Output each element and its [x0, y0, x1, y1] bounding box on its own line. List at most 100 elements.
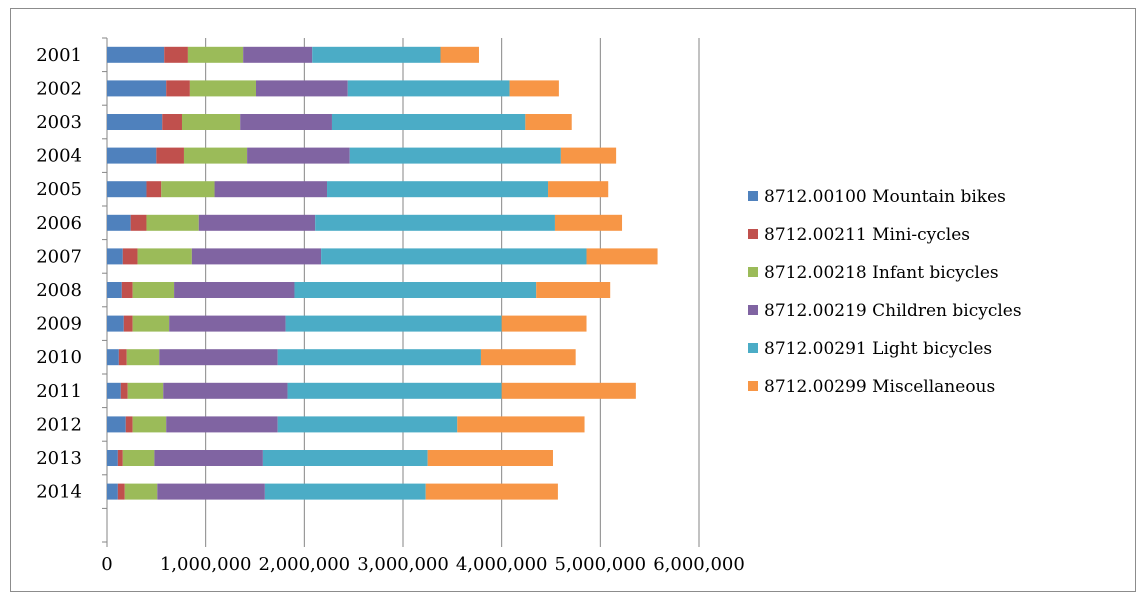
bar-segment — [427, 450, 553, 466]
bar-segment — [287, 382, 502, 399]
legend-label: 8712.00218 Infant bicycles — [764, 263, 999, 283]
x-tick-label: 5,000,000 — [555, 554, 647, 575]
bar-segment — [277, 349, 481, 366]
bar-segment — [174, 282, 295, 298]
bar-segment — [525, 114, 572, 130]
bar-segment — [198, 214, 316, 231]
bar-segment — [586, 248, 658, 265]
bar-segment — [107, 315, 124, 332]
bar-segment — [157, 483, 265, 500]
bar-segment — [107, 114, 163, 130]
bar-segment — [501, 382, 636, 399]
bar-segment — [312, 46, 441, 63]
y-tick-label: 2002 — [36, 78, 82, 99]
bar-segment — [264, 483, 426, 500]
bar-segment — [536, 282, 611, 298]
bar-segment — [425, 483, 558, 500]
bar-segment — [120, 382, 128, 399]
legend-swatch — [748, 191, 758, 201]
x-tick-label: 4,000,000 — [456, 554, 548, 575]
bar-segment — [262, 450, 428, 466]
bar-segment — [247, 147, 350, 164]
y-tick-label: 2007 — [36, 246, 82, 267]
bar-segment — [156, 147, 184, 164]
legend-label: 8712.00100 Mountain bikes — [764, 187, 1006, 207]
bar-segment — [107, 147, 157, 164]
bar-segment — [214, 181, 328, 198]
bar-segment — [294, 282, 537, 298]
bar-segment — [107, 46, 165, 63]
legend-label: 8712.00299 Miscellaneous — [764, 377, 995, 397]
bar-segment — [255, 80, 348, 97]
legend-label: 8712.00211 Mini-cycles — [764, 225, 970, 245]
bar-segment — [187, 46, 244, 63]
bar-segment — [123, 315, 133, 332]
bar-segment — [126, 349, 160, 366]
bar-segment — [146, 181, 162, 198]
bar-segment — [127, 382, 164, 399]
bar-segment — [181, 114, 241, 130]
bar-segment — [243, 46, 313, 63]
y-tick-label: 2014 — [36, 482, 82, 503]
bar-segment — [107, 214, 131, 231]
bar-segment — [124, 483, 158, 500]
legend-label: 8712.00291 Light bicycles — [764, 339, 992, 359]
y-tick-label: 2004 — [36, 146, 82, 167]
legend-swatch — [748, 267, 758, 277]
bar-segment — [117, 450, 123, 466]
bar-segment — [130, 214, 147, 231]
legend-swatch — [748, 381, 758, 391]
bar-segment — [122, 450, 155, 466]
bar-segment — [166, 80, 190, 97]
bar-segment — [169, 315, 286, 332]
x-tick-label: 6,000,000 — [653, 554, 745, 575]
bar-segment — [107, 248, 123, 265]
bar-segment — [125, 416, 133, 433]
bar-segment — [107, 80, 167, 97]
y-tick-label: 2011 — [36, 381, 82, 402]
bar-segment — [321, 248, 587, 265]
y-tick-label: 2010 — [36, 347, 82, 368]
bar-segment — [107, 416, 126, 433]
bar-segment — [118, 349, 127, 366]
bar-segment — [161, 181, 215, 198]
bar-segment — [191, 248, 322, 265]
legend-swatch — [748, 229, 758, 239]
bar-segment — [277, 416, 458, 433]
plot-area: 0 1,000,000 2,000,000 3,000,000 4,000,000 5,0… — [36, 37, 745, 575]
bar-segment — [146, 214, 199, 231]
y-tick-label: 2005 — [36, 179, 82, 200]
bar-segment — [480, 349, 576, 366]
x-tick-label: 0 — [101, 554, 112, 575]
bar-segment — [457, 416, 585, 433]
bar-segment — [548, 181, 609, 198]
bar-segment — [162, 114, 182, 130]
bar-segment — [121, 282, 133, 298]
bar-segment — [349, 147, 561, 164]
legend-swatch — [748, 305, 758, 315]
bar-segment — [163, 382, 288, 399]
x-tick-label: 2,000,000 — [259, 554, 351, 575]
bar-segment — [315, 214, 555, 231]
bar-segment — [117, 483, 125, 500]
y-tick-label: 2012 — [36, 414, 82, 435]
bar-segment — [554, 214, 623, 231]
bar-segment — [107, 382, 121, 399]
bar-segment — [159, 349, 278, 366]
bar-segment — [132, 282, 175, 298]
y-tick-label: 2001 — [36, 45, 82, 66]
bar-segment — [189, 80, 256, 97]
bar-segment — [107, 181, 147, 198]
bar-segment — [107, 349, 119, 366]
bar-segment — [132, 315, 170, 332]
y-tick-label: 2013 — [36, 448, 82, 469]
bar-segment — [560, 147, 617, 164]
y-tick-label: 2009 — [36, 314, 82, 335]
bar-segment — [107, 450, 118, 466]
bar-segment — [132, 416, 167, 433]
bar-segment — [501, 315, 587, 332]
bar-segment — [154, 450, 263, 466]
bar-segment — [166, 416, 278, 433]
bar-segment — [137, 248, 192, 265]
